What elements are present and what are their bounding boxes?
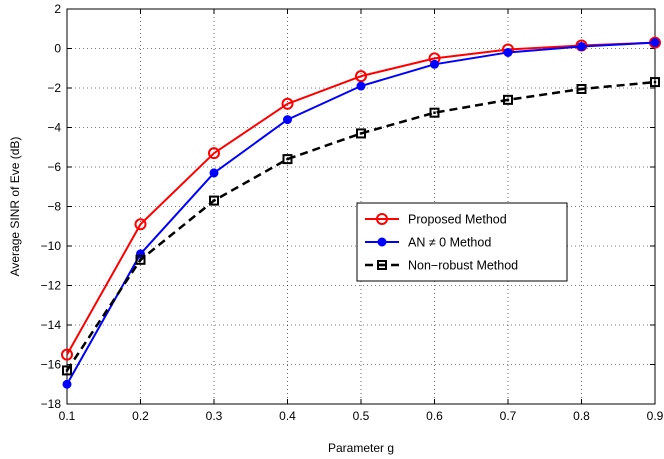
legend-entry: AN ≠ 0 Method (365, 236, 491, 250)
data-point-center (580, 87, 583, 91)
y-tick-label: −6 (47, 160, 61, 174)
y-tick-label: 0 (54, 42, 61, 56)
y-tick-label: 2 (54, 2, 61, 16)
data-point (503, 47, 513, 57)
data-point (62, 365, 72, 376)
data-point (62, 379, 72, 389)
series-line (66, 41, 656, 356)
data-point (355, 70, 367, 83)
legend-entry: Non−robust Method (365, 259, 518, 273)
data-point-center (359, 132, 363, 135)
data-point (283, 115, 292, 125)
data-point (576, 83, 587, 94)
legend-entries: Proposed Method AN ≠ 0 Method Non−robust M… (365, 213, 518, 273)
legend-marker-center (380, 263, 384, 267)
legend-marker (377, 237, 387, 247)
legend-label: AN ≠ 0 Method (408, 236, 491, 250)
data-point (430, 59, 439, 69)
series-3 (62, 77, 660, 376)
series-2 (62, 38, 660, 389)
series-1 (61, 36, 661, 361)
data-point (282, 154, 293, 165)
x-tick-label: 0.6 (426, 409, 443, 423)
data-point-center (212, 199, 216, 202)
data-point (503, 94, 513, 105)
y-tick-label: −16 (41, 358, 62, 372)
y-tick-label: −14 (41, 318, 62, 332)
data-point (208, 147, 220, 160)
series-line (65, 80, 656, 372)
x-tick-label: 0.9 (647, 409, 664, 423)
data-point-center (433, 111, 436, 114)
data-point (209, 195, 219, 206)
data-point (650, 38, 660, 48)
y-tick-label: −8 (47, 200, 61, 214)
legend-label: Non−robust Method (408, 259, 518, 273)
x-tick-label: 0.1 (59, 409, 76, 423)
data-point-center (653, 80, 657, 84)
data-point-center (286, 157, 289, 161)
series-group (61, 36, 661, 389)
data-point (429, 107, 440, 118)
y-tick-label: −10 (41, 239, 62, 253)
legend-entry: Proposed Method (365, 213, 507, 227)
data-point (356, 128, 366, 139)
legend: Proposed Method AN ≠ 0 Method Non−robust M… (356, 202, 568, 282)
data-point (577, 42, 586, 52)
y-tick-label: −2 (47, 81, 61, 95)
x-tick-label: 0.2 (132, 409, 149, 423)
y-tick-label: −12 (41, 279, 62, 293)
axis-ticks: 0.1 0.2 0.3 0.4 0.5 0.6 0.7 0.8 0.9 2 0 −2 −4 −6 −8 −10… (41, 2, 664, 423)
y-tick-label: −18 (41, 397, 62, 411)
data-point (281, 97, 294, 110)
data-point (61, 348, 73, 361)
legend-marker (377, 260, 387, 270)
x-tick-label: 0.3 (206, 409, 223, 423)
x-tick-label: 0.7 (500, 409, 517, 423)
legend-marker (376, 213, 388, 225)
data-point (209, 168, 219, 178)
y-tick-label: −4 (47, 121, 61, 135)
data-point (650, 77, 660, 88)
x-tick-label: 0.5 (353, 409, 370, 423)
data-point-center (139, 258, 142, 262)
x-tick-label: 0.8 (573, 409, 590, 423)
data-point (135, 254, 146, 265)
x-axis-label: Parameter g (328, 441, 394, 455)
legend-label: Proposed Method (408, 213, 507, 227)
data-point-center (506, 98, 510, 102)
data-point (356, 81, 366, 91)
x-tick-label: 0.4 (279, 409, 296, 423)
y-axis-label: Average SINR of Eve (dB) (8, 137, 22, 277)
data-point (134, 218, 147, 231)
data-point-center (65, 369, 69, 372)
